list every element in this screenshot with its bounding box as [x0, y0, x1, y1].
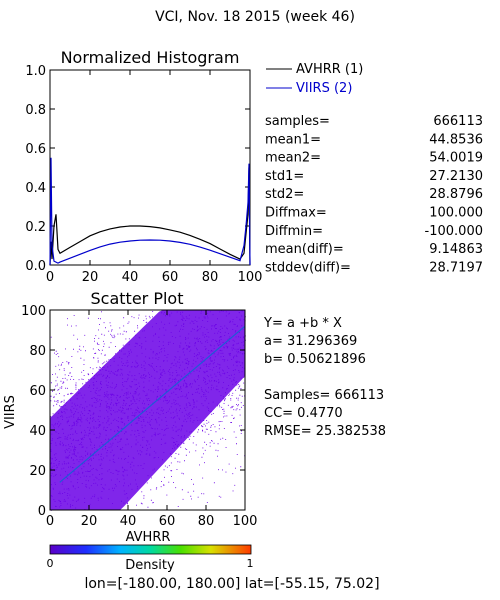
- legend-label-viirs: VIIRS (2): [296, 81, 352, 96]
- colorbar-min-label: 0: [47, 557, 54, 570]
- stat-value: 27.2130: [429, 169, 483, 184]
- stat-value: 54.0019: [429, 151, 483, 166]
- histogram-x-tick-label: 20: [82, 270, 99, 285]
- footer-lon-lat-range: lon=[-180.00, 180.00] lat=[-55.15, 75.02…: [84, 576, 379, 592]
- histogram-series: [49, 157, 251, 266]
- stat-label: std2=: [265, 187, 304, 202]
- stat-label: mean(diff)=: [265, 242, 344, 257]
- stat-value: -100.000: [425, 224, 483, 239]
- histogram-y-tick-label: 0.2: [25, 220, 46, 235]
- histogram-title: Normalized Histogram: [61, 48, 240, 67]
- scatter-x-tick-label: 60: [159, 514, 176, 529]
- scatter-x-axis-label: AVHRR: [126, 530, 171, 545]
- scatter-panel: Scatter Plot 0 20 40 60 80 100 0 20 40 60 80 100 AV…: [3, 289, 257, 545]
- colorbar-title: Density: [125, 558, 175, 573]
- stat-value: 28.8796: [429, 187, 483, 202]
- stat-value: 44.8536: [429, 132, 483, 147]
- histogram-x-tick-label: 100: [238, 270, 263, 285]
- regression-cc: CC= 0.4770: [264, 406, 343, 421]
- scatter-y-tick-label: 80: [29, 344, 46, 359]
- histogram-x-tick-label: 60: [162, 270, 179, 285]
- histogram-series-avhrr: [49, 167, 251, 266]
- histogram-y-tick-label: 1.0: [25, 64, 46, 79]
- scatter-points: [50, 310, 246, 511]
- scatter-y-tick-label: 100: [21, 304, 46, 319]
- scatter-y-tick-label: 20: [29, 464, 46, 479]
- regression-b: b= 0.50621896: [264, 352, 366, 367]
- scatter-x-tick-label: 80: [198, 514, 215, 529]
- stat-label: mean2=: [265, 151, 321, 166]
- colorbar-max-label: 1: [247, 557, 254, 570]
- density-colorbar: 0 Density 1: [47, 544, 254, 573]
- stats-table: samples= 666113 mean1= 44.8536 mean2= 54.0019…: [265, 114, 483, 275]
- regression-rmse: RMSE= 25.382538: [264, 424, 386, 439]
- scatter-x-tick-label: 100: [233, 514, 258, 529]
- histogram-y-tick-label: 0.6: [25, 142, 46, 157]
- histogram-y-tick-label: 0.0: [25, 259, 46, 274]
- regression-fit-line: [59, 325, 246, 483]
- density-colorbar-gradient: [49, 544, 252, 555]
- stat-value: 9.14863: [429, 242, 483, 257]
- histogram-y-tick-label: 0.8: [25, 103, 46, 118]
- legend-label-avhrr: AVHRR (1): [296, 62, 363, 77]
- histogram-ticks: 0 20 40 60 80 100 0.0 0.2 0.4 0.6 0.8 1.0: [25, 64, 262, 285]
- regression-a: a= 31.296369: [264, 334, 357, 349]
- scatter-ticks: 0 20 40 60 80 100 0 20 40 60 80 100: [21, 304, 257, 529]
- scatter-x-tick-label: 40: [120, 514, 137, 529]
- histogram-x-tick-label: 40: [122, 270, 139, 285]
- scatter-y-tick-label: 0: [38, 504, 46, 519]
- scatter-title: Scatter Plot: [91, 289, 184, 308]
- histogram-y-tick-label: 0.4: [25, 181, 46, 196]
- stat-label: mean1=: [265, 132, 321, 147]
- regression-samples: Samples= 666113: [264, 388, 384, 403]
- figure-title: VCI, Nov. 18 2015 (week 46): [155, 9, 355, 25]
- histogram-legend: AVHRR (1) VIIRS (2): [266, 62, 363, 96]
- histogram-x-tick-label: 0: [46, 270, 54, 285]
- stat-label: std1=: [265, 169, 304, 184]
- stat-label: samples=: [265, 114, 330, 129]
- histogram-x-tick-label: 80: [202, 270, 219, 285]
- stat-label: stddev(diff)=: [265, 260, 351, 275]
- stat-value: 666113: [433, 114, 483, 129]
- scatter-y-tick-label: 40: [29, 424, 46, 439]
- scatter-plot-frame: [49, 309, 246, 511]
- regression-equation: Y= a +b * X: [263, 316, 342, 331]
- scatter-x-tick-label: 20: [81, 514, 98, 529]
- histogram-series-viirs: [49, 157, 251, 266]
- histogram-panel: Normalized Histogram 0 20 40 60 80 1000.00.20…: [25, 48, 262, 285]
- scatter-x-tick-label: 0: [46, 514, 54, 529]
- scatter-y-axis-label: VIIRS: [3, 395, 18, 429]
- stat-value: 28.7197: [429, 260, 483, 275]
- stat-label: Diffmax=: [265, 206, 327, 221]
- stat-label: Diffmin=: [265, 224, 323, 239]
- scatter-y-tick-label: 60: [29, 384, 46, 399]
- histogram-plot-frame: [49, 69, 251, 266]
- scatter-cloud: [50, 310, 246, 511]
- regression-summary: Y= a +b * X a= 31.296369 b= 0.50621896 S…: [263, 316, 386, 439]
- stat-value: 100.000: [429, 206, 483, 221]
